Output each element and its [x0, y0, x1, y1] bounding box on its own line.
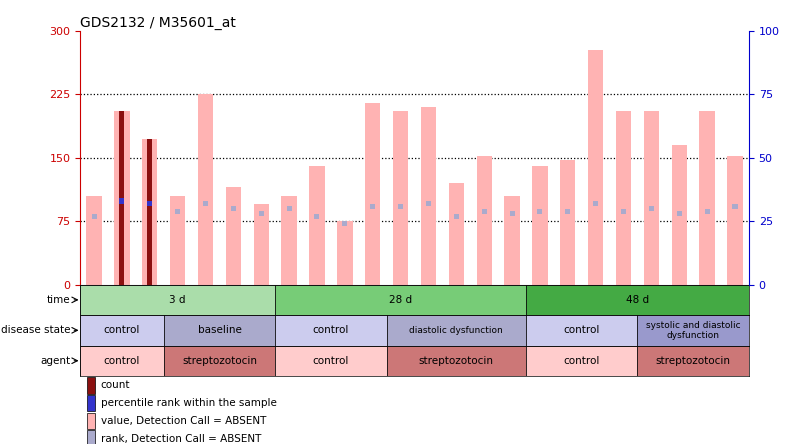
Bar — [281, 196, 297, 285]
Bar — [276, 315, 387, 345]
Bar — [147, 201, 152, 206]
Bar — [80, 285, 276, 315]
Text: control: control — [564, 356, 600, 366]
Bar — [337, 221, 352, 285]
Bar — [142, 139, 158, 285]
Bar — [370, 203, 375, 209]
Text: agent: agent — [40, 356, 70, 366]
Bar — [505, 196, 520, 285]
Bar — [119, 198, 124, 203]
Bar — [175, 209, 180, 214]
Text: control: control — [312, 356, 349, 366]
Bar — [426, 201, 431, 206]
Bar — [387, 345, 526, 376]
Text: 48 d: 48 d — [626, 295, 649, 305]
Bar — [454, 214, 459, 219]
Bar — [421, 107, 436, 285]
Text: streptozotocin: streptozotocin — [656, 356, 731, 366]
Bar — [594, 201, 598, 206]
Bar — [259, 211, 264, 216]
Text: value, Detection Call = ABSENT: value, Detection Call = ABSENT — [101, 416, 266, 426]
Bar — [727, 156, 743, 285]
Bar — [644, 111, 659, 285]
Text: streptozotocin: streptozotocin — [419, 356, 494, 366]
Bar — [87, 395, 95, 412]
Bar — [537, 209, 542, 214]
Bar — [203, 201, 208, 206]
Text: rank, Detection Call = ABSENT: rank, Detection Call = ABSENT — [101, 434, 261, 444]
Text: disease state: disease state — [1, 325, 70, 335]
Text: control: control — [564, 325, 600, 335]
Text: control: control — [312, 325, 349, 335]
Bar — [147, 201, 152, 206]
Bar — [163, 315, 276, 345]
Text: systolic and diastolic
dysfunction: systolic and diastolic dysfunction — [646, 321, 740, 340]
Bar — [87, 430, 95, 444]
Bar — [398, 203, 403, 209]
Text: baseline: baseline — [198, 325, 241, 335]
Bar — [616, 111, 631, 285]
Bar — [732, 203, 738, 209]
Text: 3 d: 3 d — [169, 295, 186, 305]
Bar — [276, 345, 387, 376]
Bar — [315, 214, 320, 219]
Bar — [705, 209, 710, 214]
Text: percentile rank within the sample: percentile rank within the sample — [101, 398, 276, 408]
Bar — [526, 315, 638, 345]
Bar — [87, 377, 95, 394]
Text: time: time — [46, 295, 70, 305]
Bar — [621, 209, 626, 214]
Bar — [119, 198, 124, 203]
Bar — [387, 315, 526, 345]
Bar — [91, 214, 97, 219]
Text: control: control — [103, 325, 140, 335]
Bar — [231, 206, 235, 211]
Text: GDS2132 / M35601_at: GDS2132 / M35601_at — [80, 16, 236, 30]
Bar — [119, 111, 124, 285]
Bar — [147, 139, 152, 285]
Text: control: control — [103, 356, 140, 366]
Bar — [276, 285, 526, 315]
Bar — [560, 159, 575, 285]
Text: 28 d: 28 d — [389, 295, 413, 305]
Bar — [254, 204, 269, 285]
Bar — [342, 221, 348, 226]
Bar — [671, 145, 687, 285]
Bar — [526, 285, 749, 315]
Bar — [677, 211, 682, 216]
Text: diastolic dysfunction: diastolic dysfunction — [409, 326, 503, 335]
Bar — [87, 196, 102, 285]
Bar — [526, 345, 638, 376]
Bar — [449, 183, 464, 285]
Bar — [87, 412, 95, 429]
Bar — [532, 166, 548, 285]
Bar — [481, 209, 487, 214]
Bar — [309, 166, 324, 285]
Bar — [699, 111, 714, 285]
Bar — [588, 50, 603, 285]
Bar — [115, 111, 130, 285]
Bar — [649, 206, 654, 211]
Bar — [509, 211, 514, 216]
Bar — [170, 196, 185, 285]
Bar — [163, 345, 276, 376]
Text: streptozotocin: streptozotocin — [182, 356, 257, 366]
Bar — [80, 315, 163, 345]
Bar — [287, 206, 292, 211]
Bar — [365, 103, 380, 285]
Bar — [393, 111, 409, 285]
Bar — [638, 315, 749, 345]
Bar — [566, 209, 570, 214]
Bar — [638, 345, 749, 376]
Bar — [198, 95, 213, 285]
Bar — [477, 156, 492, 285]
Bar — [226, 187, 241, 285]
Bar — [80, 345, 163, 376]
Text: count: count — [101, 381, 131, 390]
